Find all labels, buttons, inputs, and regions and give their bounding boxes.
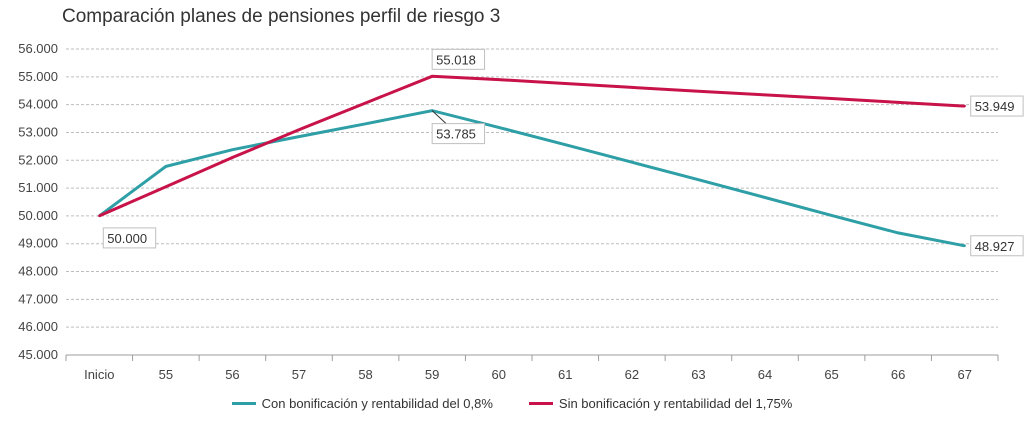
y-tick-label: 52.000 xyxy=(18,152,58,167)
data-point-series-1 xyxy=(564,143,567,146)
y-tick-label: 53.000 xyxy=(18,124,58,139)
data-point-series-2 xyxy=(763,93,767,97)
data-point-series-2 xyxy=(430,75,434,78)
data-point-series-1 xyxy=(697,178,700,181)
legend-label-series-1: Con bonificación y rentabilidad del 0,8% xyxy=(261,396,493,411)
legend-swatch-series-2 xyxy=(528,402,553,405)
x-tick-label: 66 xyxy=(891,367,905,382)
legend: Con bonificación y rentabilidad del 0,8%… xyxy=(0,396,1024,411)
legend-label-series-2: Sin bonificación y rentabilidad del 1,75… xyxy=(558,396,793,411)
data-label: 55.018 xyxy=(436,52,476,67)
y-tick-label: 48.000 xyxy=(18,264,58,279)
data-point-series-1 xyxy=(830,214,833,217)
data-point-series-2 xyxy=(497,78,500,81)
data-point-series-2 xyxy=(630,86,634,89)
legend-swatch-series-1 xyxy=(231,402,256,405)
data-label-box xyxy=(431,48,486,70)
data-point-series-2 xyxy=(297,128,301,131)
data-label: 50.000 xyxy=(107,231,147,246)
y-tick-label: 47.000 xyxy=(18,291,58,306)
y-tick-label: 56.000 xyxy=(18,41,58,56)
data-point-series-1 xyxy=(364,122,367,126)
data-label-box xyxy=(970,235,1024,257)
data-label-box xyxy=(970,95,1024,117)
data-point-series-1 xyxy=(164,165,168,168)
x-tick-label: 57 xyxy=(292,367,306,382)
series-line-1 xyxy=(98,109,965,248)
x-tick-label: 58 xyxy=(358,367,372,382)
data-point-series-1 xyxy=(896,231,900,235)
x-tick-label: 64 xyxy=(758,367,772,382)
data-point-series-2 xyxy=(963,104,966,108)
y-tick-label: 49.000 xyxy=(18,236,58,251)
data-point-series-2 xyxy=(98,214,101,218)
y-tick-label: 54.000 xyxy=(18,97,58,112)
data-point-series-2 xyxy=(830,97,833,100)
x-tick-label: 55 xyxy=(159,367,173,382)
data-label-leader xyxy=(431,110,447,124)
data-point-series-1 xyxy=(630,161,634,164)
data-point-series-2 xyxy=(364,101,367,105)
data-label: 53.949 xyxy=(975,99,1015,114)
data-label-box xyxy=(431,123,486,145)
data-point-series-1 xyxy=(763,196,767,199)
x-tick-label: Inicio xyxy=(84,367,114,382)
data-point-series-2 xyxy=(231,156,234,159)
data-label: 48.927 xyxy=(975,239,1015,254)
x-tick-label: 67 xyxy=(957,367,971,382)
data-point-series-1 xyxy=(497,126,500,129)
data-point-series-2 xyxy=(164,185,168,188)
data-point-series-2 xyxy=(697,90,700,93)
data-point-series-1 xyxy=(297,135,301,138)
data-point-series-1 xyxy=(963,244,966,247)
x-tick-label: 56 xyxy=(225,367,239,382)
x-tick-label: 61 xyxy=(558,367,572,382)
legend-item-series-1: Con bonificación y rentabilidad del 0,8% xyxy=(231,396,493,411)
data-label: 53.785 xyxy=(436,127,476,142)
chart-title: Comparación planes de pensiones perfil d… xyxy=(62,6,501,27)
data-point-series-2 xyxy=(896,101,900,104)
x-tick-label: 63 xyxy=(691,367,705,382)
data-label-box xyxy=(102,227,157,249)
y-tick-label: 55.000 xyxy=(18,69,58,84)
data-point-series-2 xyxy=(564,82,567,85)
y-tick-label: 50.000 xyxy=(18,208,58,223)
y-tick-label: 45.000 xyxy=(18,347,58,362)
series-line-2 xyxy=(98,74,965,218)
y-tick-label: 51.000 xyxy=(18,180,58,195)
x-tick-label: 62 xyxy=(625,367,639,382)
legend-item-series-2: Sin bonificación y rentabilidad del 1,75… xyxy=(528,396,793,411)
y-tick-label: 46.000 xyxy=(18,319,58,334)
x-tick-label: 59 xyxy=(425,367,439,382)
x-tick-label: 60 xyxy=(491,367,505,382)
line-chart: 45.000 46.000 47.000 48.000 49.000 50.000 51.0… xyxy=(18,41,1024,382)
x-tick-label: 65 xyxy=(824,367,838,382)
data-point-series-1 xyxy=(231,148,234,151)
